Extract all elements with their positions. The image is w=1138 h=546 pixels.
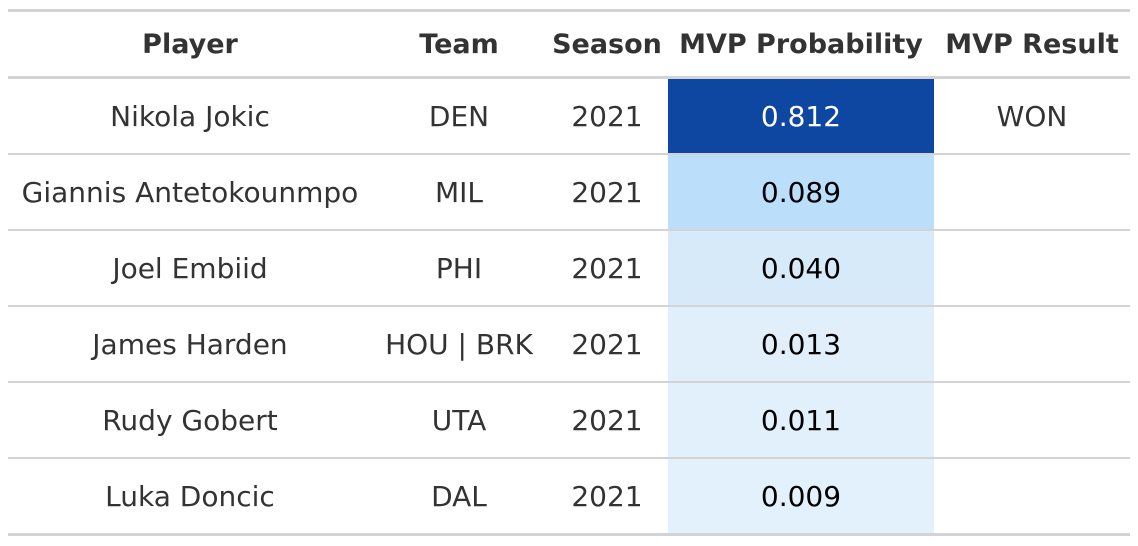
column-header-team: Team xyxy=(372,10,546,79)
season-cell: 2021 xyxy=(571,99,643,133)
mvp-table-container: Player Team Season MVP Probability MVP R… xyxy=(8,9,1130,536)
table-row: James Harden HOU | BRK 2021 0.013 xyxy=(8,305,1130,382)
result-cell xyxy=(934,153,1130,230)
player-cell: Giannis Antetokounmpo xyxy=(8,153,372,230)
table-row: Nikola Jokic DEN 2021 0.812 WON xyxy=(8,77,1130,154)
team-cell: DEN xyxy=(428,99,490,133)
season-cell: 2021 xyxy=(546,381,668,458)
table-body: Nikola Jokic DEN 2021 0.812 WON Giannis … xyxy=(8,77,1130,535)
mvp-probability-table: Player Team Season MVP Probability MVP R… xyxy=(8,9,1130,536)
probability-cell: 0.011 xyxy=(668,381,934,458)
column-header-player: Player xyxy=(8,10,372,79)
season-cell: 2021 xyxy=(546,457,668,535)
team-cell: HOU | BRK xyxy=(372,305,546,382)
column-header-season: Season xyxy=(546,10,668,79)
result-cell: WON xyxy=(996,99,1068,133)
header-row: Player Team Season MVP Probability MVP R… xyxy=(8,10,1130,79)
column-header-mvp-probability: MVP Probability xyxy=(668,10,934,79)
player-cell: Rudy Gobert xyxy=(8,381,372,458)
result-cell xyxy=(934,229,1130,306)
season-cell: 2021 xyxy=(546,305,668,382)
season-cell: 2021 xyxy=(546,153,668,230)
team-cell: PHI xyxy=(372,229,546,306)
table-row: Giannis Antetokounmpo MIL 2021 0.089 xyxy=(8,153,1130,230)
probability-cell: 0.040 xyxy=(668,229,934,306)
result-cell xyxy=(934,457,1130,535)
player-cell: Joel Embiid xyxy=(8,229,372,306)
table-row: Joel Embiid PHI 2021 0.040 xyxy=(8,229,1130,306)
probability-cell: 0.009 xyxy=(668,457,934,535)
season-cell: 2021 xyxy=(546,229,668,306)
player-cell: Luka Doncic xyxy=(8,457,372,535)
table-header: Player Team Season MVP Probability MVP R… xyxy=(8,10,1130,79)
result-cell xyxy=(934,381,1130,458)
team-cell: MIL xyxy=(372,153,546,230)
table-row: Luka Doncic DAL 2021 0.009 xyxy=(8,457,1130,535)
column-header-mvp-result: MVP Result xyxy=(934,10,1130,79)
team-cell: UTA xyxy=(372,381,546,458)
table-row: Rudy Gobert UTA 2021 0.011 xyxy=(8,381,1130,458)
probability-cell: 0.089 xyxy=(668,153,934,230)
team-cell: DAL xyxy=(372,457,546,535)
probability-cell: 0.812 xyxy=(668,77,934,154)
result-cell xyxy=(934,305,1130,382)
player-cell: Nikola Jokic xyxy=(110,99,270,133)
probability-cell: 0.013 xyxy=(668,305,934,382)
player-cell: James Harden xyxy=(8,305,372,382)
